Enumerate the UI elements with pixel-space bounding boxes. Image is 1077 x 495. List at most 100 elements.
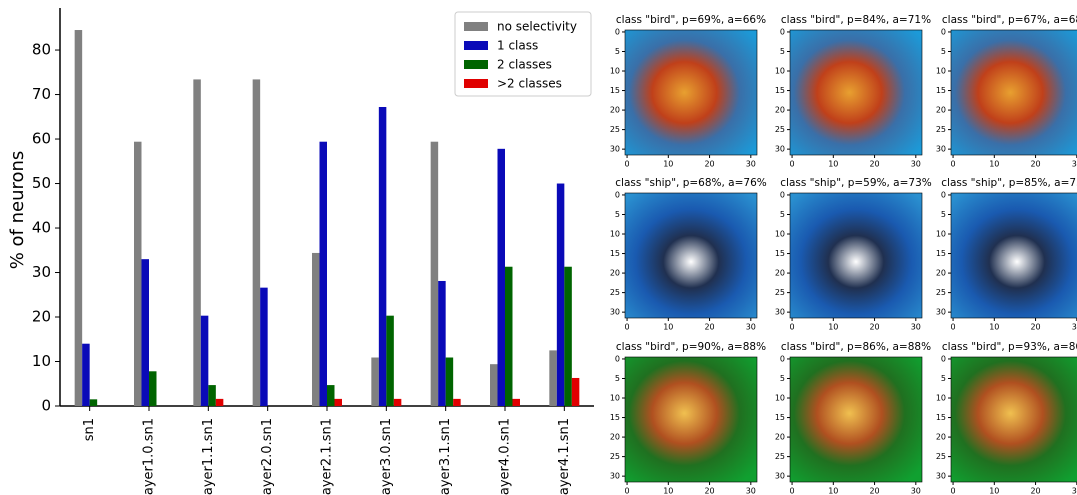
image-y-tick-label: 5 [615,374,620,383]
panel-title: class "bird", p=69%, a=66% [616,14,766,26]
bar [371,357,379,406]
image-x-tick-label: 0 [951,323,956,332]
x-tick-label: layer3.0.sn1 [379,418,394,495]
x-tick-label: layer4.0.sn1 [498,418,513,495]
bar [200,315,209,406]
image-y-tick-label: 30 [936,472,946,481]
image-y-tick-label: 25 [775,452,785,461]
image-y-tick-label: 30 [936,145,946,154]
image [950,356,1077,483]
image-x-tick-label: 30 [911,160,921,169]
y-tick-label: 70 [32,85,51,103]
image-x-tick-label: 10 [663,323,673,332]
image-y-tick-label: 30 [775,472,785,481]
legend-swatch [464,79,488,88]
image-y-tick-label: 20 [610,433,620,442]
panel-title: class "bird", p=84%, a=71% [781,14,931,26]
legend [454,11,592,97]
image-x-tick-label: 20 [869,160,879,169]
image-y-tick-label: 15 [936,86,946,95]
image-x-tick-label: 30 [911,487,921,495]
image [624,356,758,483]
legend-swatch [464,22,488,31]
image-y-tick-label: 5 [780,210,785,219]
x-tick-label: sn1 [82,418,97,441]
image-x-tick-label: 20 [704,160,714,169]
image-y-tick-label: 30 [936,308,946,317]
panel-title: class "ship", p=85%, a=75% [941,177,1077,189]
bar [74,30,83,407]
image-x-tick-label: 20 [704,323,714,332]
image-x-tick-label: 0 [790,160,795,169]
image-x-tick-label: 20 [1030,160,1040,169]
image-x-tick-label: 20 [704,487,714,495]
x-tick-label: layer1.0.sn1 [142,418,157,495]
bar [208,385,216,406]
legend-swatch [464,60,488,69]
bar [141,259,149,406]
image-y-tick-label: 25 [775,288,785,297]
legend-label: no selectivity [497,20,577,34]
bar [512,398,520,406]
bar [505,266,513,406]
image [950,29,1077,156]
bar [490,364,498,406]
image-y-tick-label: 10 [936,67,946,76]
image-x-tick-label: 10 [828,160,838,169]
bar [445,357,454,406]
x-tick-label: layer2.1.sn1 [320,418,335,495]
image-x-tick-label: 30 [746,323,756,332]
bar [252,79,261,406]
bar [82,343,90,406]
image-y-tick-label: 10 [610,67,620,76]
image-y-tick-label: 5 [780,374,785,383]
image-y-tick-label: 10 [936,394,946,403]
panel-title: class "bird", p=90%, a=88% [616,341,766,353]
bar [564,266,572,406]
image-y-tick-label: 10 [775,67,785,76]
bar [134,141,142,406]
image-y-tick-label: 25 [775,125,785,134]
image-x-tick-label: 10 [663,487,673,495]
image-x-tick-label: 10 [828,487,838,495]
image-y-tick-label: 15 [936,413,946,422]
image-y-tick-label: 30 [610,145,620,154]
bar [571,377,580,406]
image-y-tick-label: 5 [941,47,946,56]
image-x-tick-label: 0 [951,160,956,169]
bar [149,371,157,406]
image-y-tick-label: 5 [941,210,946,219]
image-y-tick-label: 0 [780,354,785,363]
image-y-tick-label: 20 [610,269,620,278]
image-y-tick-label: 30 [775,145,785,154]
image-y-tick-label: 15 [610,413,620,422]
image-y-tick-label: 10 [610,394,620,403]
bar [334,398,342,406]
panel-title: class "bird", p=67%, a=68% [942,14,1077,26]
panel-title: class "ship", p=59%, a=73% [780,177,932,189]
image-y-tick-label: 15 [610,86,620,95]
image-y-tick-label: 25 [936,452,946,461]
image-y-tick-label: 25 [610,452,620,461]
y-tick-label: 50 [32,174,51,192]
image-y-tick-label: 15 [775,413,785,422]
y-tick-label: 40 [32,219,51,237]
y-tick-label: 60 [32,130,51,148]
image-x-tick-label: 30 [1072,323,1077,332]
panel-title: class "bird", p=86%, a=88% [781,341,931,353]
image [789,192,923,319]
bar [378,106,387,407]
image-y-tick-label: 0 [941,354,946,363]
image [624,192,758,319]
legend-label: 2 classes [497,58,552,72]
image-y-tick-label: 0 [615,190,620,199]
image-y-tick-label: 0 [615,27,620,36]
image-y-tick-label: 5 [615,47,620,56]
image-y-tick-label: 15 [775,249,785,258]
bar [193,79,201,406]
image-x-tick-label: 10 [989,323,999,332]
image-y-tick-label: 10 [775,230,785,239]
legend-swatch [464,41,488,50]
image-x-tick-label: 10 [828,323,838,332]
y-axis-label: % of neurons [7,151,28,270]
